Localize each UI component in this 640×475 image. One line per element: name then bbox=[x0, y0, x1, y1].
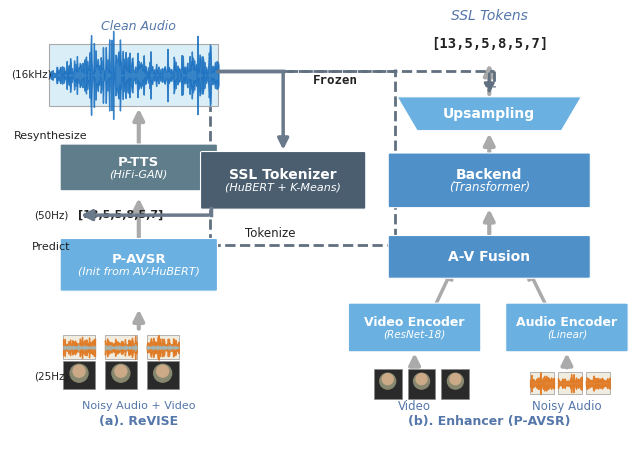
Text: (Linear): (Linear) bbox=[547, 330, 587, 340]
Text: Video: Video bbox=[398, 399, 431, 412]
Text: (HiFi-GAN): (HiFi-GAN) bbox=[109, 170, 168, 180]
Text: Predict: Predict bbox=[32, 242, 70, 252]
Polygon shape bbox=[397, 97, 581, 131]
FancyBboxPatch shape bbox=[63, 361, 95, 389]
Text: Clean Audio: Clean Audio bbox=[101, 20, 176, 33]
FancyBboxPatch shape bbox=[558, 372, 582, 394]
Text: (a). ReVISE: (a). ReVISE bbox=[99, 416, 179, 428]
FancyBboxPatch shape bbox=[388, 153, 590, 208]
Text: Video Encoder: Video Encoder bbox=[364, 316, 465, 329]
Circle shape bbox=[416, 374, 427, 385]
Circle shape bbox=[380, 373, 396, 389]
FancyBboxPatch shape bbox=[105, 361, 137, 389]
Text: Backend: Backend bbox=[456, 168, 522, 182]
Text: (50Hz): (50Hz) bbox=[34, 210, 68, 220]
Text: P-AVSR: P-AVSR bbox=[111, 253, 166, 266]
FancyBboxPatch shape bbox=[147, 335, 179, 359]
Text: (Init from AV-HuBERT): (Init from AV-HuBERT) bbox=[78, 267, 200, 277]
FancyBboxPatch shape bbox=[388, 236, 590, 278]
FancyBboxPatch shape bbox=[63, 335, 95, 359]
Text: (16kHz): (16kHz) bbox=[11, 70, 52, 80]
FancyBboxPatch shape bbox=[105, 335, 137, 359]
Text: (HuBERT + K-Means): (HuBERT + K-Means) bbox=[225, 182, 341, 192]
FancyBboxPatch shape bbox=[60, 144, 218, 191]
Text: (25Hz): (25Hz) bbox=[34, 371, 68, 381]
FancyBboxPatch shape bbox=[60, 238, 218, 291]
Text: Audio Encoder: Audio Encoder bbox=[516, 316, 618, 329]
FancyBboxPatch shape bbox=[49, 44, 218, 106]
Circle shape bbox=[447, 373, 463, 389]
FancyBboxPatch shape bbox=[586, 372, 610, 394]
FancyBboxPatch shape bbox=[374, 369, 402, 399]
Text: (b). Enhancer (P-AVSR): (b). Enhancer (P-AVSR) bbox=[408, 416, 570, 428]
Text: A-V Fusion: A-V Fusion bbox=[448, 250, 531, 264]
Text: (Transformer): (Transformer) bbox=[449, 181, 530, 194]
Circle shape bbox=[73, 365, 85, 377]
FancyBboxPatch shape bbox=[147, 361, 179, 389]
Circle shape bbox=[154, 364, 172, 382]
Text: Resynthesize: Resynthesize bbox=[14, 131, 88, 141]
Text: Tokenize: Tokenize bbox=[245, 227, 296, 239]
Circle shape bbox=[413, 373, 429, 389]
FancyBboxPatch shape bbox=[530, 372, 554, 394]
Circle shape bbox=[112, 364, 130, 382]
Text: Upsampling: Upsampling bbox=[443, 107, 535, 121]
FancyBboxPatch shape bbox=[408, 369, 435, 399]
Text: SSL Tokens: SSL Tokens bbox=[451, 10, 528, 23]
Text: P-TTS: P-TTS bbox=[118, 156, 159, 169]
Text: [13,5,5,8,5,7]: [13,5,5,8,5,7] bbox=[78, 210, 163, 220]
FancyBboxPatch shape bbox=[506, 303, 628, 352]
Circle shape bbox=[450, 374, 461, 385]
FancyBboxPatch shape bbox=[200, 152, 366, 209]
Text: [13,5,5,8,5,7]: [13,5,5,8,5,7] bbox=[431, 37, 548, 51]
FancyBboxPatch shape bbox=[348, 303, 481, 352]
Circle shape bbox=[382, 374, 393, 385]
Text: (ResNet-18): (ResNet-18) bbox=[383, 330, 445, 340]
Circle shape bbox=[157, 365, 169, 377]
FancyBboxPatch shape bbox=[442, 369, 469, 399]
Circle shape bbox=[115, 365, 127, 377]
Text: Frozen: Frozen bbox=[313, 75, 358, 87]
Text: Noisy Audio + Video: Noisy Audio + Video bbox=[82, 401, 196, 411]
Text: Noisy Audio: Noisy Audio bbox=[532, 399, 602, 412]
Circle shape bbox=[70, 364, 88, 382]
Text: SSL Tokenizer: SSL Tokenizer bbox=[229, 168, 337, 182]
